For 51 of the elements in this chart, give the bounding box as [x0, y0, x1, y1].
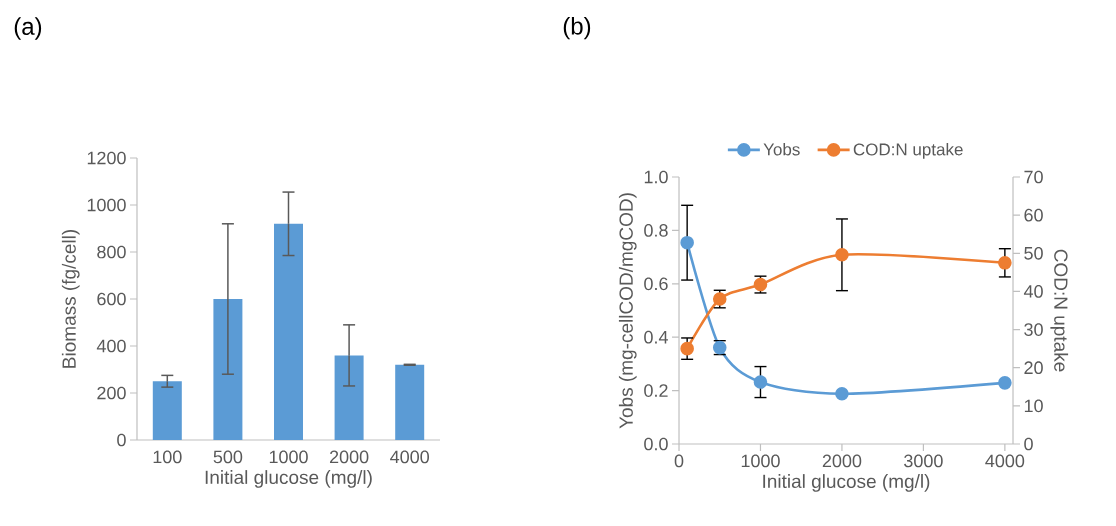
y2-tick-label: 60: [1024, 208, 1043, 222]
y2-tick-label: 40: [1023, 285, 1043, 298]
y-tick-label: 1.0: [644, 170, 668, 184]
y-tick-label: 0.8: [644, 224, 668, 237]
x-axis-title: Initial glucose (mg/l): [205, 470, 372, 488]
y-tick-label: 800: [97, 245, 126, 259]
chart-title: (a): [14, 17, 42, 40]
point: [998, 256, 1012, 270]
y2-tick-label: 20: [1024, 361, 1043, 375]
point: [835, 248, 849, 262]
y-axis-title: Biomass (fg/cell): [61, 229, 80, 368]
bar: [334, 355, 364, 440]
x-axis-title: Initial glucose (mg/l): [763, 474, 930, 492]
x-tick-label: 1000: [741, 454, 780, 468]
bar: [152, 381, 182, 440]
x-tick-label: 100: [153, 450, 182, 464]
y-tick-label: 0.4: [644, 330, 668, 344]
y2-tick-label: 0: [1024, 437, 1033, 451]
y-tick-label: 0.0: [644, 437, 668, 451]
x-tick-label: 2000: [822, 454, 862, 468]
x-tick-label: 0: [674, 454, 684, 468]
y2-axis-title: COD:N uptake: [1050, 249, 1069, 372]
x-tick-label: 1000: [269, 450, 308, 464]
x-tick-label: 2000: [329, 450, 369, 464]
bar: [395, 364, 425, 440]
y-tick-label: 400: [96, 339, 126, 353]
x-tick-label: 3000: [904, 454, 943, 468]
x-tick-label: 4000: [390, 450, 430, 464]
y2-tick-label: 50: [1024, 246, 1043, 260]
legend-label: Yobs: [763, 142, 800, 156]
point: [680, 235, 694, 250]
y-tick-label: 200: [97, 386, 126, 400]
point: [998, 376, 1012, 390]
y-tick-label: 1000: [87, 198, 126, 212]
y-tick-label: 600: [97, 292, 126, 306]
y-tick-label: 0.2: [644, 384, 668, 397]
point: [753, 375, 768, 389]
bar: [274, 223, 303, 440]
point: [835, 387, 849, 401]
y2-tick-label: 10: [1024, 399, 1043, 413]
chart-title: (b): [563, 17, 591, 40]
y-tick-label: 0.6: [644, 277, 668, 291]
y-axis-title: Yobs (mg-cellCOD/mgCOD): [618, 193, 637, 429]
y-tick-label: 0: [117, 433, 126, 447]
y2-tick-label: 70: [1024, 170, 1043, 184]
x-tick-label: 500: [213, 450, 243, 464]
legend-label: COD:N uptake: [853, 142, 963, 159]
x-tick-label: 4000: [985, 454, 1025, 468]
y2-tick-label: 30: [1024, 323, 1043, 336]
y-tick-label: 1200: [87, 151, 126, 165]
point: [680, 341, 694, 356]
